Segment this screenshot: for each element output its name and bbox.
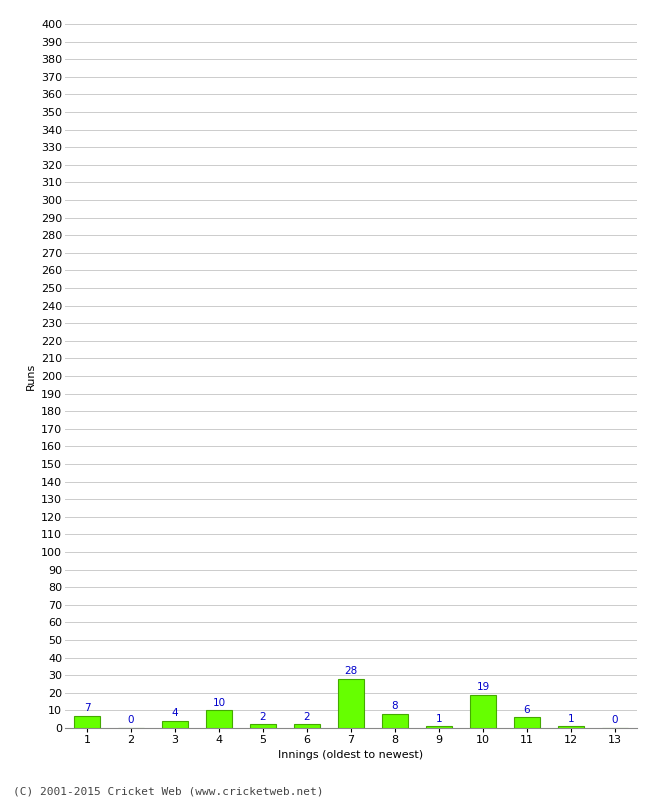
Bar <box>514 718 540 728</box>
Text: 0: 0 <box>128 715 135 726</box>
Bar <box>294 725 320 728</box>
Bar <box>338 678 364 728</box>
Text: 0: 0 <box>612 715 618 726</box>
Text: 28: 28 <box>344 666 358 676</box>
Bar <box>162 721 188 728</box>
Text: 1: 1 <box>567 714 575 723</box>
Text: 1: 1 <box>436 714 442 723</box>
Bar <box>558 726 584 728</box>
Bar <box>426 726 452 728</box>
Bar <box>382 714 408 728</box>
Bar <box>74 716 100 728</box>
X-axis label: Innings (oldest to newest): Innings (oldest to newest) <box>278 750 424 761</box>
Text: 10: 10 <box>213 698 226 708</box>
Text: 7: 7 <box>84 703 90 713</box>
Text: 2: 2 <box>260 712 266 722</box>
Text: 6: 6 <box>524 705 530 715</box>
Text: 8: 8 <box>392 702 398 711</box>
Bar <box>250 725 276 728</box>
Text: 4: 4 <box>172 708 178 718</box>
Text: 2: 2 <box>304 712 310 722</box>
Bar <box>470 694 496 728</box>
Text: 19: 19 <box>476 682 489 692</box>
Text: (C) 2001-2015 Cricket Web (www.cricketweb.net): (C) 2001-2015 Cricket Web (www.cricketwe… <box>13 786 324 796</box>
Bar <box>206 710 232 728</box>
Y-axis label: Runs: Runs <box>25 362 35 390</box>
